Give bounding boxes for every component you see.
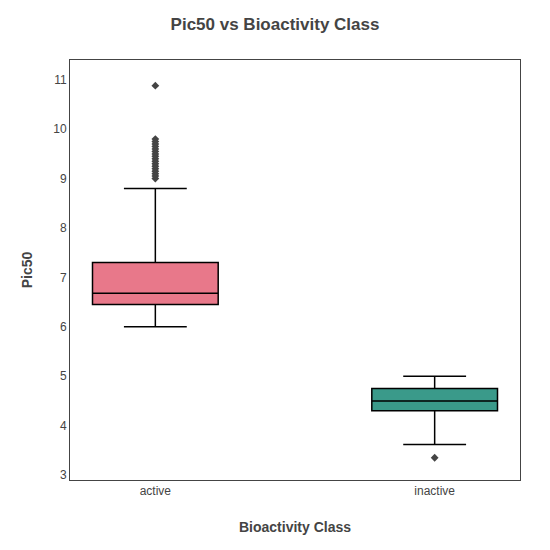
svg-text:9: 9 [60,172,67,186]
svg-text:10: 10 [53,122,67,136]
svg-text:active: active [140,484,172,498]
svg-text:7: 7 [60,271,67,285]
svg-text:Pic50: Pic50 [19,251,35,288]
svg-text:11: 11 [54,73,67,87]
svg-text:inactive: inactive [414,484,455,498]
svg-text:6: 6 [60,320,67,334]
svg-text:3: 3 [60,468,67,482]
svg-text:5: 5 [60,369,67,383]
svg-text:8: 8 [60,221,67,235]
svg-text:Bioactivity Class: Bioactivity Class [239,519,351,535]
svg-text:Pic50 vs Bioactivity Class: Pic50 vs Bioactivity Class [171,15,380,34]
svg-text:4: 4 [60,419,67,433]
